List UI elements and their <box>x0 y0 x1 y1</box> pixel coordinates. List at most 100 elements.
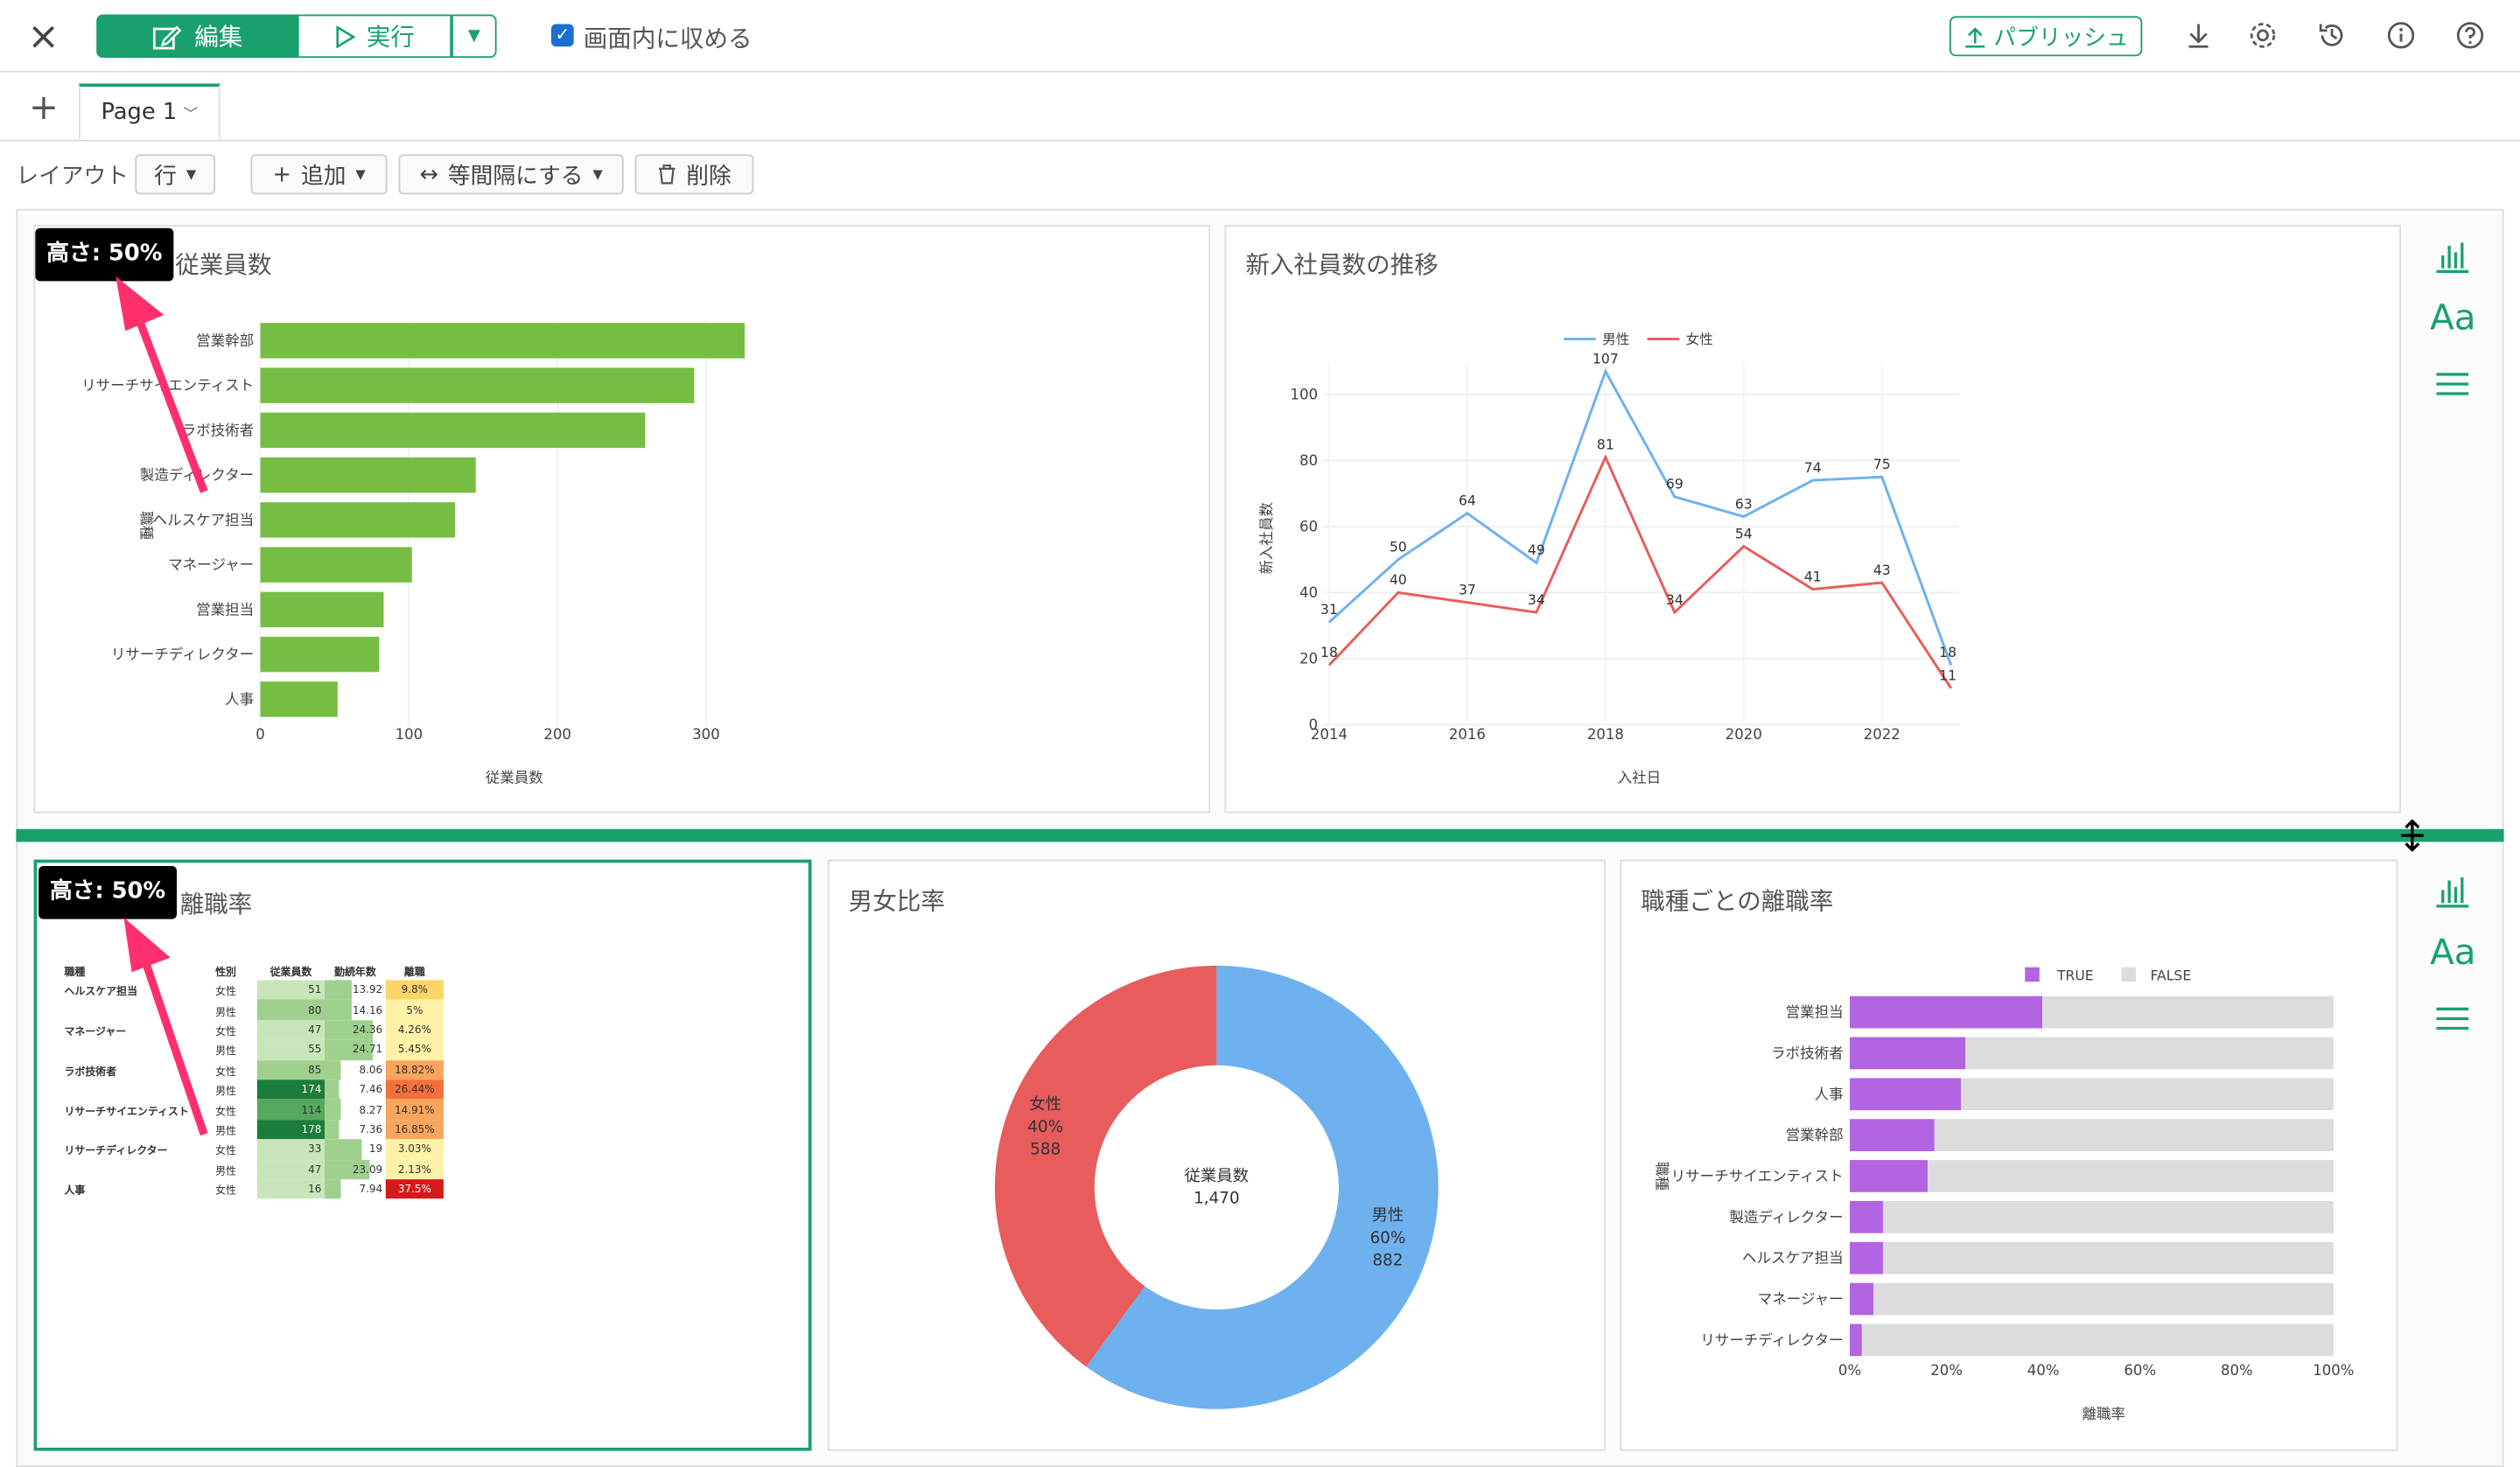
y-tick-label: 製造ディレクター <box>140 466 254 484</box>
employees-panel[interactable]: 従業員数 0 100 200 300 営業幹部 リサーチサイエンティスト ラボ技術者 製造ディ… <box>33 225 1211 814</box>
slice-percent: 60% <box>1370 1229 1406 1247</box>
run-dropdown-button[interactable]: ▼ <box>452 14 497 59</box>
menu-icon[interactable] <box>2430 996 2474 1041</box>
gear-icon[interactable] <box>2247 19 2279 52</box>
fit-checkbox[interactable]: ✓ <box>550 24 574 47</box>
hires-line-chart: 0 20 40 60 80 100 2014 2016 2018 2020 2022 31 50 64 49… <box>1258 331 1959 786</box>
data-label: 50 <box>1390 539 1407 555</box>
layout-label: レイアウト <box>16 164 129 190</box>
table-cell: 33 <box>256 1139 326 1160</box>
table-row: 男性 178 7.36 16.85% <box>61 1119 444 1140</box>
edit-button[interactable]: 編集 <box>96 14 299 59</box>
x-axis-label: 入社日 <box>1618 769 1662 786</box>
table-cell: 47 <box>256 1019 326 1040</box>
table-cell-text: 4.26% <box>397 1023 431 1037</box>
table-cell-text: 7.46 <box>359 1083 383 1096</box>
hires-title: 新入社員数の推移 <box>1245 250 1438 280</box>
y-tick-label: リサーチサイエンティスト <box>81 377 254 394</box>
table-cell-text: 80 <box>308 1003 322 1016</box>
x-tick-label: 2018 <box>1587 726 1624 743</box>
table-cell: 19 <box>325 1139 386 1160</box>
table-cell: 人事 <box>61 1179 213 1199</box>
info-icon[interactable] <box>2385 19 2418 52</box>
close-icon[interactable] <box>23 16 65 58</box>
row-resize-divider[interactable] <box>16 828 2504 842</box>
x-tick-label: 2014 <box>1311 726 1348 743</box>
delete-label: 削除 <box>686 163 732 189</box>
gender-panel[interactable]: 男女比率 男性 60% 882 女性 40% 588 従業員数 1,470 <box>827 859 1606 1451</box>
table-cell-text: 47 <box>308 1163 322 1176</box>
caret-down-icon: ▼ <box>467 27 480 45</box>
height-badge-top: 高さ: 50% <box>35 227 174 282</box>
series-line-女性 <box>1327 454 1952 689</box>
table-cell-text: 女性 <box>215 985 236 998</box>
table-cell: 女性 <box>212 980 256 1000</box>
publish-button[interactable]: パブリッシュ <box>1949 16 2143 57</box>
data-label: 18 <box>1320 645 1338 660</box>
table-cell-text: 19 <box>368 1142 383 1156</box>
history-icon[interactable] <box>2316 19 2348 52</box>
text-style-icon[interactable]: Aa <box>2430 933 2476 975</box>
layout-row-label: 行 <box>154 163 177 189</box>
plus-icon: + <box>272 161 291 187</box>
caret-down-icon: ▼ <box>186 167 197 182</box>
chart-settings-icon[interactable] <box>2430 868 2474 912</box>
tab-page-1[interactable]: Page 1 ﹀ <box>78 83 220 140</box>
attrition-heatmap-table: 職種 性別 従業員数 勤続年数 離職 ヘルスケア担当 女性 51 13.92 9.8% 男性 80 1… <box>61 960 444 1199</box>
table-cell: 114 <box>256 1099 326 1120</box>
slice-label: 男性 <box>1372 1206 1404 1225</box>
equal-spacing-button[interactable]: ↔ 等間隔にする ▼ <box>398 154 624 195</box>
help-icon[interactable] <box>2454 19 2487 52</box>
horizontal-arrows-icon: ↔ <box>419 161 438 187</box>
x-tick-label: 0% <box>1838 1362 1861 1379</box>
text-style-icon[interactable]: Aa <box>2430 298 2476 339</box>
menu-icon[interactable] <box>2430 361 2474 406</box>
trash-icon <box>659 164 676 185</box>
data-label: 49 <box>1528 542 1545 558</box>
layout-row-select[interactable]: 行 ▼ <box>135 154 216 195</box>
table-row: 人事 女性 16 7.94 37.5% <box>61 1178 444 1199</box>
add-element-button[interactable]: + 追加 ▼ <box>250 154 388 195</box>
table-cell-text: 37.5% <box>397 1182 431 1196</box>
bar-true <box>1850 1282 1874 1316</box>
y-tick-label: ヘルスケア担当 <box>153 512 255 528</box>
table-row: 男性 47 23.09 2.13% <box>61 1159 444 1179</box>
table-cell: リサーチサイエンティスト <box>61 1100 213 1120</box>
table-cell-text: 女性 <box>215 1184 236 1198</box>
table-cell: 男性 <box>212 1079 256 1100</box>
table-cell-text: 男性 <box>215 1085 236 1098</box>
attrition-panel[interactable]: 離職率 職種 性別 従業員数 勤続年数 離職 ヘルスケア担当 女性 51 13.92 9.8% 男… <box>33 859 812 1451</box>
employees-bar-chart: 0 100 200 300 営業幹部リサーチサイエンティストラボ技術者製造ディレクターヘ… <box>81 319 746 786</box>
table-cell: 55 <box>256 1039 326 1060</box>
table-cell: 8.06 <box>325 1059 386 1080</box>
table-cell-text: 85 <box>308 1063 322 1077</box>
fit-label: 画面内に収める <box>583 24 752 53</box>
delete-button[interactable]: 削除 <box>634 154 754 195</box>
table-cell: 女性 <box>212 1059 256 1079</box>
table-cell-text: 16 <box>308 1182 322 1196</box>
attrition-by-role-panel[interactable]: 職種ごとの離職率 0% 20% 40% 60% 80% 100% 営業担当 ラボ技術者 人事 営業… <box>1620 859 2398 1451</box>
table-cell-text: 14.91% <box>395 1102 435 1116</box>
add-page-button[interactable]: + <box>29 88 59 129</box>
top-toolbar <box>0 0 2520 73</box>
table-cell: 47 <box>256 1159 326 1179</box>
x-tick-label: 100% <box>2313 1362 2354 1379</box>
employees-title: 従業員数 <box>175 250 272 280</box>
data-label: 18 <box>1939 645 1956 660</box>
data-label: 69 <box>1666 477 1684 492</box>
chart-settings-icon[interactable] <box>2430 233 2474 277</box>
download-icon[interactable] <box>2182 19 2215 52</box>
table-cell <box>61 1040 213 1060</box>
slice-percent: 40% <box>1027 1118 1063 1136</box>
table-cell-text: 16.85% <box>395 1122 435 1136</box>
hires-panel[interactable]: 新入社員数の推移 0 20 40 60 80 100 2014 2016 2018 2020 202… <box>1224 225 2402 814</box>
run-button[interactable]: 実行 <box>298 14 452 59</box>
table-header-cell: 性別 <box>215 964 236 978</box>
table-cell-text: 26.44% <box>395 1083 435 1096</box>
x-tick-label: 200 <box>543 726 571 743</box>
resize-cursor-icon <box>2401 819 2424 852</box>
x-tick-label: 0 <box>256 726 265 743</box>
table-cell: 37.5% <box>385 1178 444 1199</box>
table-cell-text: 男性 <box>215 1044 236 1058</box>
table-cell-text: 13.92 <box>352 983 383 997</box>
